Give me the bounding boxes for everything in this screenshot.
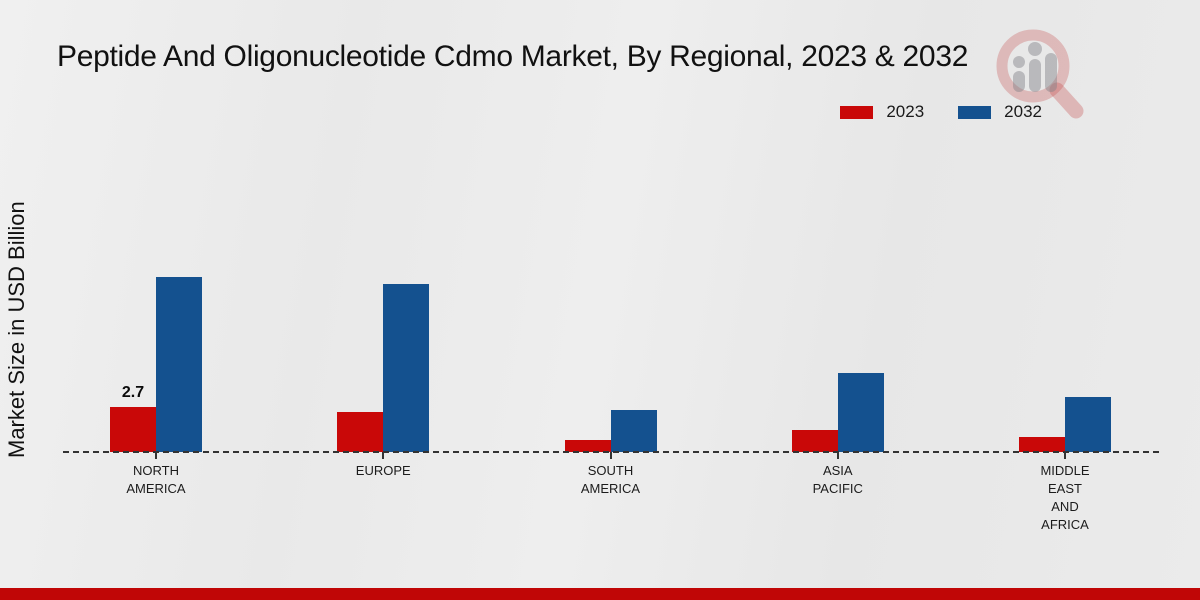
x-axis-tick: [609, 452, 612, 459]
chart-title: Peptide And Oligonucleotide Cdmo Market,…: [57, 40, 969, 73]
bar-2032-north-america: [156, 277, 202, 452]
bar-2023-europe: [337, 411, 384, 452]
x-axis-tick: [836, 452, 839, 459]
bar-2023-middle-east-and-africa: [1019, 436, 1065, 452]
bar-2032-middle-east-and-africa: [1065, 396, 1111, 452]
bar-2032-europe: [383, 284, 430, 452]
bar-2023-asia-pacific: [791, 430, 838, 452]
x-axis-baseline: [63, 451, 1160, 453]
category-label-asia-pacific: ASIA PACIFIC: [812, 463, 863, 496]
bar-2032-south-america: [610, 410, 657, 452]
y-axis-label: Market Size in USD Billion: [4, 201, 29, 459]
legend-item-2023: 2023: [840, 102, 924, 122]
x-axis-tick: [1064, 452, 1066, 459]
category-label-europe: EUROPE: [355, 463, 411, 478]
bar-2032-asia-pacific: [837, 373, 884, 452]
legend-label: 2023: [886, 102, 925, 121]
category-label-north-america: NORTH AMERICA: [126, 463, 186, 496]
legend-item-2032: 2032: [958, 102, 1042, 122]
legend: 2023 2032: [840, 102, 1042, 122]
footer-accent-bar: [0, 588, 1200, 600]
legend-swatch-2023: [840, 105, 874, 119]
legend-label: 2032: [1004, 102, 1042, 121]
value-label-north-america: 2.7: [121, 383, 145, 401]
bar-2023-south-america: [564, 440, 611, 452]
x-axis-tick: [382, 452, 385, 459]
legend-swatch-2032: [958, 105, 992, 119]
bar-2023-north-america: [110, 406, 156, 452]
market-research-logo-watermark-icon: [996, 29, 1084, 119]
category-label-south-america: SOUTH AMERICA: [580, 463, 641, 496]
x-axis-tick: [155, 452, 157, 459]
category-label-middle-east-and-africa: MIDDLE EAST AND AFRICA: [1040, 463, 1090, 532]
